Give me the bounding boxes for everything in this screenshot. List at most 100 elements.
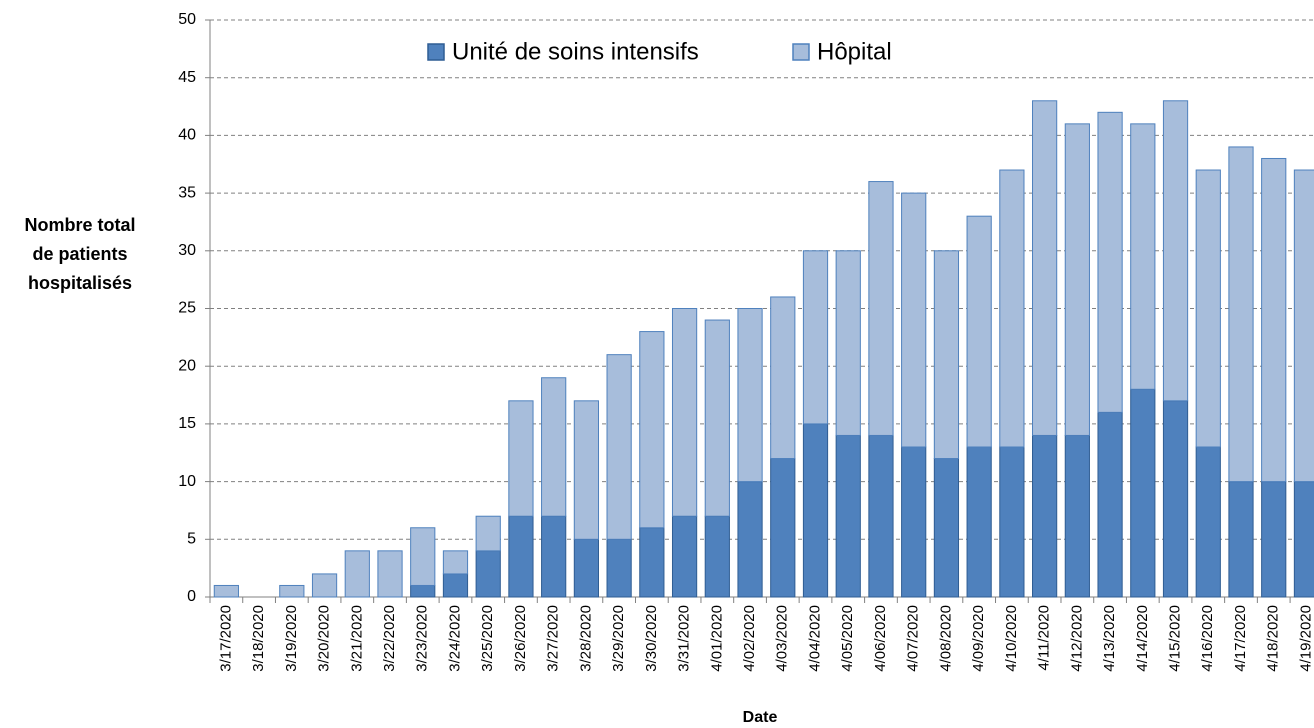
bar-segment bbox=[1130, 123, 1156, 390]
x-tick-label: 3/27/2020 bbox=[545, 605, 562, 672]
x-tick-label: 4/03/2020 bbox=[774, 605, 791, 672]
x-tick-label: 4/13/2020 bbox=[1101, 605, 1118, 672]
bar-segment bbox=[606, 538, 632, 598]
bar-segment bbox=[541, 377, 567, 517]
x-tick-label: 4/02/2020 bbox=[741, 605, 758, 672]
x-tick-label: 4/12/2020 bbox=[1068, 605, 1085, 672]
x-tick-label: 4/06/2020 bbox=[872, 605, 889, 672]
bar-segment bbox=[802, 250, 829, 425]
bar-segment bbox=[1162, 400, 1189, 598]
y-tick-label: 0 bbox=[187, 588, 196, 605]
bar-segment bbox=[311, 573, 338, 598]
bar-segment bbox=[475, 550, 501, 598]
x-tick-label: 3/26/2020 bbox=[512, 605, 529, 672]
legend-label: Unité de soins intensifs bbox=[452, 38, 699, 65]
bar-segment bbox=[868, 434, 894, 598]
bar-segment bbox=[1195, 169, 1221, 448]
bar-segment bbox=[1097, 111, 1123, 413]
bar-segment bbox=[1293, 481, 1314, 598]
bar-segment bbox=[966, 215, 992, 448]
bar-segment bbox=[475, 515, 501, 552]
bar-segment bbox=[1261, 481, 1287, 598]
bar-segment bbox=[606, 354, 632, 540]
bar-segment bbox=[639, 331, 665, 529]
x-tick-label: 4/01/2020 bbox=[708, 605, 725, 672]
y-tick-label: 5 bbox=[187, 531, 196, 548]
bar-segment bbox=[442, 573, 469, 598]
bar-segment bbox=[835, 434, 861, 598]
y-tick-label: 15 bbox=[178, 415, 196, 432]
bar-segment bbox=[508, 515, 534, 598]
legend-swatch bbox=[792, 43, 810, 61]
bar-segment bbox=[933, 250, 960, 460]
bar-segment bbox=[868, 181, 894, 436]
bar-segment bbox=[508, 400, 534, 517]
x-tick-label: 3/25/2020 bbox=[479, 605, 496, 672]
bar-segment bbox=[213, 584, 239, 598]
x-tick-label: 3/29/2020 bbox=[610, 605, 627, 672]
bar-segment bbox=[377, 550, 403, 598]
bar-segment bbox=[1261, 157, 1287, 483]
bar-segment bbox=[835, 250, 861, 436]
bar-segment bbox=[671, 515, 698, 598]
bar-segment bbox=[1228, 146, 1254, 483]
x-tick-label: 4/16/2020 bbox=[1199, 605, 1216, 672]
bar-segment bbox=[901, 446, 927, 598]
x-tick-label: 4/19/2020 bbox=[1297, 605, 1314, 672]
bar-segment bbox=[704, 319, 730, 517]
x-tick-label: 3/28/2020 bbox=[577, 605, 594, 672]
x-tick-label: 4/10/2020 bbox=[1003, 605, 1020, 672]
bar-segment bbox=[671, 308, 698, 517]
x-tick-label: 4/14/2020 bbox=[1134, 605, 1151, 672]
x-tick-label: 4/08/2020 bbox=[937, 605, 954, 672]
bar-segment bbox=[966, 446, 992, 598]
x-tick-label: 3/17/2020 bbox=[217, 605, 234, 672]
bar-segment bbox=[802, 423, 829, 598]
bar-segment bbox=[279, 584, 305, 598]
bar-segment bbox=[1064, 434, 1090, 598]
y-tick-label: 25 bbox=[178, 300, 196, 317]
y-tick-label: 40 bbox=[178, 127, 196, 144]
x-tick-label: 3/21/2020 bbox=[348, 605, 365, 672]
x-tick-label: 4/09/2020 bbox=[970, 605, 987, 672]
legend-swatch bbox=[427, 43, 445, 61]
y-tick-label: 30 bbox=[178, 242, 196, 259]
x-tick-label: 4/18/2020 bbox=[1265, 605, 1282, 672]
bar-segment bbox=[999, 169, 1025, 448]
bar-segment bbox=[1097, 411, 1123, 598]
y-axis-label: Nombre total bbox=[24, 215, 135, 235]
bar-segment bbox=[737, 308, 763, 483]
y-tick-label: 10 bbox=[178, 473, 196, 490]
bar-segment bbox=[639, 527, 665, 598]
x-tick-label: 3/18/2020 bbox=[250, 605, 267, 672]
bar-segment bbox=[1228, 481, 1254, 598]
x-tick-label: 4/11/2020 bbox=[1036, 605, 1053, 671]
x-tick-label: 4/04/2020 bbox=[806, 605, 823, 672]
y-tick-label: 20 bbox=[178, 357, 196, 374]
bar-segment bbox=[770, 296, 796, 460]
x-tick-label: 4/07/2020 bbox=[905, 605, 922, 672]
x-tick-label: 3/23/2020 bbox=[414, 605, 431, 672]
x-tick-label: 3/30/2020 bbox=[643, 605, 660, 672]
bar-segment bbox=[573, 538, 600, 598]
bar-segment bbox=[737, 481, 763, 598]
bar-segment bbox=[704, 515, 730, 598]
y-axis-label: hospitalisés bbox=[28, 273, 132, 293]
bar-segment bbox=[1293, 169, 1314, 483]
bar-segment bbox=[1032, 100, 1058, 436]
y-tick-label: 35 bbox=[178, 184, 196, 201]
y-axis-label: de patients bbox=[32, 244, 127, 264]
x-tick-label: 4/17/2020 bbox=[1232, 605, 1249, 672]
bar-segment bbox=[442, 550, 469, 575]
x-tick-label: 3/31/2020 bbox=[676, 605, 693, 672]
legend-label: Hôpital bbox=[817, 38, 892, 65]
bar-segment bbox=[344, 550, 370, 598]
bar-segment bbox=[410, 527, 436, 586]
y-tick-label: 50 bbox=[178, 11, 196, 28]
x-axis-label: Date bbox=[743, 709, 778, 726]
bar-segment bbox=[573, 400, 600, 540]
bar-segment bbox=[1032, 434, 1058, 598]
bar-segment bbox=[1162, 100, 1189, 402]
y-tick-label: 45 bbox=[178, 69, 196, 86]
